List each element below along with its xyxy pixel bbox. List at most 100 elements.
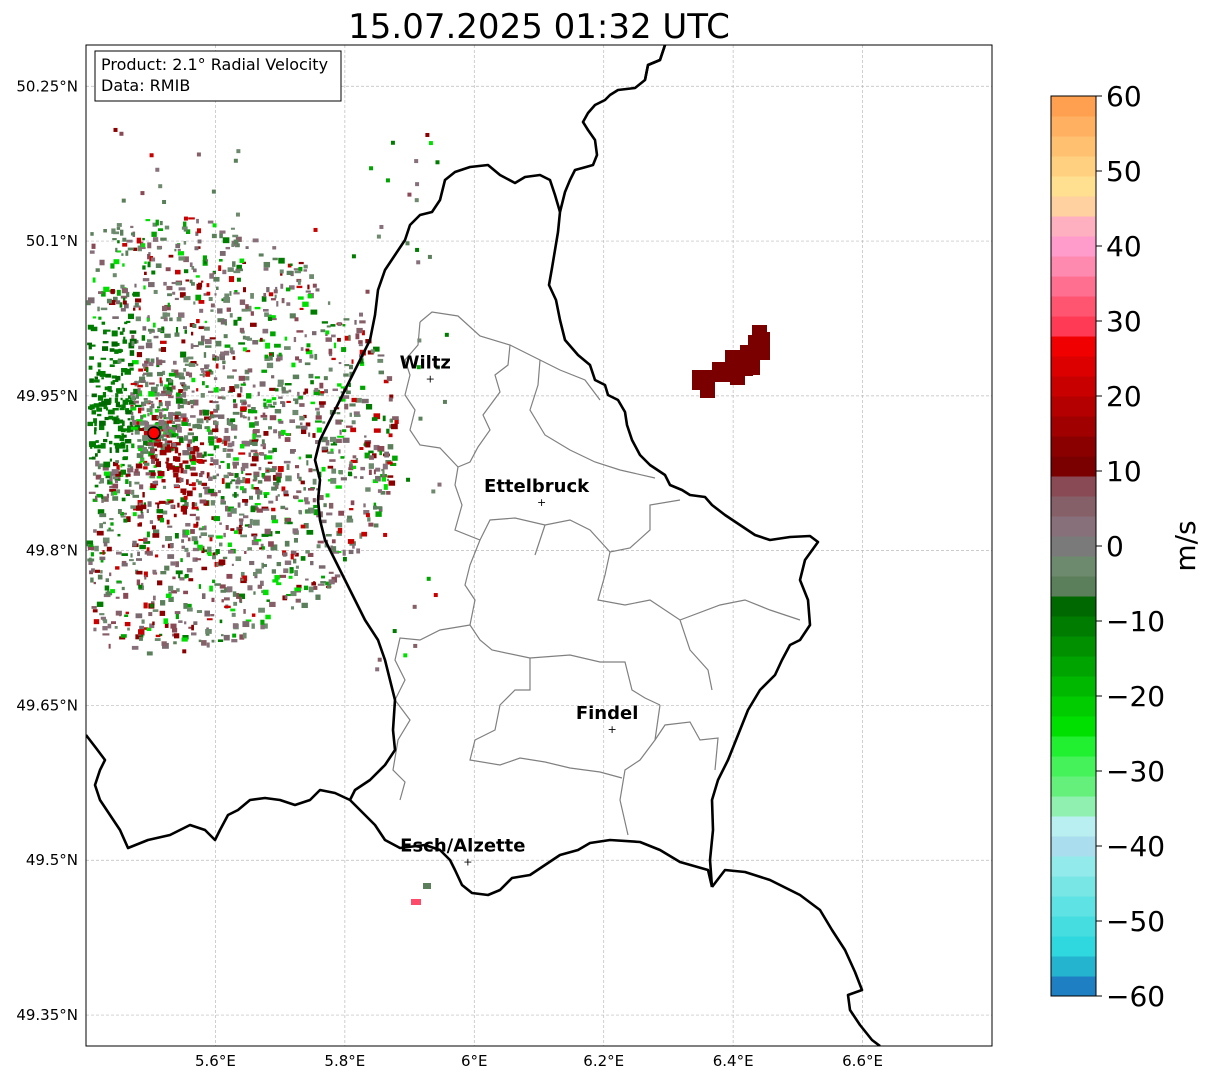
echo-pixel — [235, 485, 239, 489]
echo-pixel — [142, 435, 148, 441]
echo-pixel — [157, 426, 163, 430]
echo-pixel — [171, 385, 176, 390]
echo-pixel — [168, 431, 172, 438]
echo-pixel — [293, 268, 299, 271]
echo-pixel — [219, 230, 226, 234]
echo-pixel — [115, 610, 122, 616]
echo-pixel — [266, 287, 270, 293]
echo-pixel — [110, 381, 115, 385]
echo-pixel — [103, 286, 110, 292]
echo-pixel — [289, 285, 295, 290]
echo-pixel — [161, 360, 166, 363]
colorbar-swatch — [1051, 336, 1096, 357]
echo-pixel — [182, 635, 189, 640]
echo-pixel — [142, 326, 147, 331]
echo-pixel — [156, 458, 160, 461]
echo-pixel — [296, 285, 303, 289]
echo-pixel — [108, 440, 113, 445]
echo-pixel — [390, 423, 398, 430]
echo-pixel — [247, 547, 252, 551]
echo-pixel — [269, 415, 277, 421]
echo-pixel — [271, 466, 277, 471]
echo-pixel — [121, 253, 124, 256]
echo-pixel — [174, 248, 177, 252]
echo-pixel — [161, 305, 167, 312]
echo-pixel — [335, 485, 342, 489]
echo-pixel — [296, 473, 300, 479]
echo-pixel — [124, 368, 132, 375]
echo-pixel — [189, 451, 192, 458]
echo-pixel — [365, 441, 371, 448]
echo-pixel — [305, 422, 311, 427]
echo-pixel — [96, 530, 104, 536]
echo-pixel — [233, 239, 239, 245]
echo-pixel — [221, 298, 224, 302]
echo-pixel — [196, 458, 203, 464]
echo-pixel — [368, 463, 374, 469]
echo-pixel — [147, 413, 150, 417]
echo-pixel — [249, 422, 255, 428]
lon-tick-label: 5.8°E — [324, 1052, 365, 1070]
echo-pixel — [92, 316, 97, 319]
echo-pixel — [213, 516, 221, 522]
echo-pixel — [146, 372, 153, 377]
echo-pixel — [212, 552, 215, 558]
echo-pixel — [271, 569, 277, 574]
colorbar-swatch — [1051, 596, 1096, 617]
echo-pixel — [332, 551, 340, 554]
echo-pixel — [190, 450, 196, 455]
echo-pixel — [274, 388, 279, 392]
echo-pixel — [161, 438, 167, 441]
echo-pixel — [198, 639, 202, 643]
echo-pixel — [231, 563, 234, 567]
lat-tick-label: 50.1°N — [26, 232, 78, 250]
echo-pixel — [151, 231, 157, 237]
echo-pixel — [172, 576, 176, 580]
echo-pixel — [121, 463, 125, 467]
echo-pixel — [242, 488, 247, 494]
echo-pixel — [200, 532, 208, 536]
echo-pixel — [136, 352, 143, 358]
echo-pixel — [101, 496, 104, 503]
echo-pixel — [142, 426, 149, 431]
colorbar-swatch — [1051, 136, 1096, 157]
echo-pixel — [207, 429, 213, 435]
echo-pixel — [277, 418, 282, 423]
echo-pixel — [367, 517, 371, 522]
echo-pixel — [245, 336, 250, 340]
echo-pixel — [205, 371, 211, 377]
echo-pixel — [304, 501, 310, 505]
echo-pixel — [141, 243, 146, 248]
echo-pixel — [200, 368, 205, 371]
echo-pixel — [376, 234, 381, 239]
echo-pixel — [188, 363, 196, 367]
echo-pixel — [127, 627, 130, 631]
echo-pixel — [272, 257, 278, 261]
echo-pixel — [146, 531, 150, 538]
echo-pixel — [373, 444, 380, 451]
echo-pixel — [98, 463, 104, 468]
echo-pixel — [267, 403, 273, 408]
echo-pixel — [138, 345, 145, 350]
echo-pixel — [212, 354, 216, 359]
echo-pixel — [122, 327, 125, 332]
echo-pixel — [198, 584, 202, 589]
echo-pixel — [209, 463, 214, 466]
echo-pixel — [271, 397, 277, 401]
lat-tick-label: 49.95°N — [16, 387, 78, 405]
info-data-source: Data: RMIB — [101, 76, 190, 95]
echo-pixel — [308, 432, 311, 437]
echo-pixel — [209, 273, 214, 279]
echo-pixel — [178, 389, 184, 393]
echo-pixel — [179, 463, 183, 469]
echo-pixel — [292, 409, 299, 416]
echo-pixel — [201, 482, 207, 486]
echo-pixel — [364, 452, 370, 459]
echo-pixel — [250, 449, 258, 453]
echo-pixel — [359, 447, 364, 450]
echo-pixel — [278, 434, 281, 439]
echo-pixel — [223, 532, 226, 538]
echo-pixel — [192, 324, 197, 329]
echo-pixel — [106, 546, 112, 552]
echo-pixel — [247, 404, 251, 408]
